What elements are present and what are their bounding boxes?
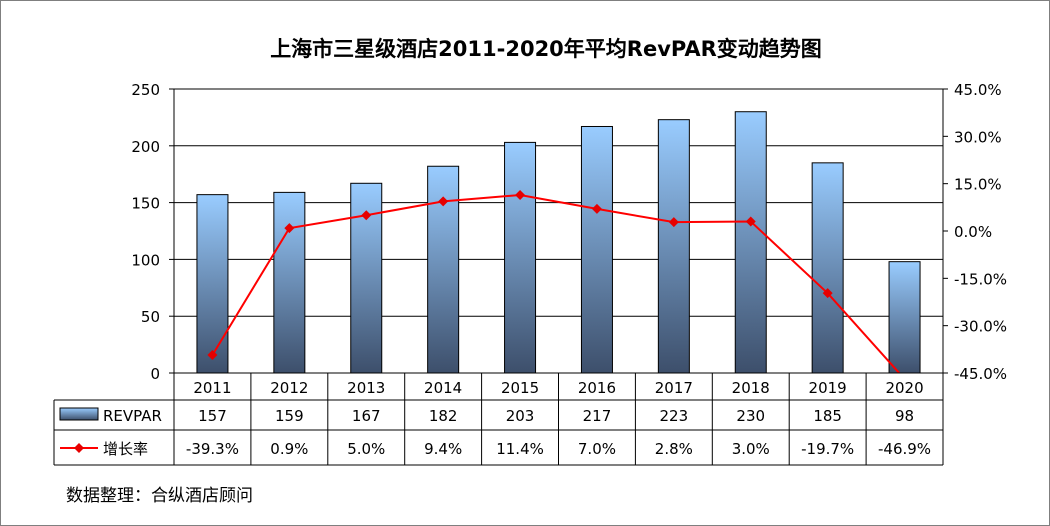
- growth-value-2015: 11.4%: [496, 440, 544, 458]
- growth-marker-2016: [591, 203, 602, 214]
- left-axis-tick-label: 100: [131, 251, 160, 269]
- x-axis-label-2012: 2012: [270, 379, 308, 397]
- revpar-value-2013: 167: [352, 407, 381, 425]
- growth-value-2019: -19.7%: [801, 440, 854, 458]
- right-axis-tick-label: 45.0%: [954, 81, 1002, 99]
- bar-2018: [734, 111, 767, 374]
- revpar-value-2020: 98: [895, 407, 914, 425]
- x-axis-label-2017: 2017: [655, 379, 693, 397]
- right-axis-tick-label: 0.0%: [954, 223, 992, 241]
- right-axis-tick-label: 30.0%: [954, 128, 1002, 146]
- growth-value-2020: -46.9%: [878, 440, 931, 458]
- right-axis-tick-label: -30.0%: [954, 318, 1007, 336]
- revpar-value-2015: 203: [506, 407, 535, 425]
- growth-value-2017: 2.8%: [655, 440, 693, 458]
- growth-marker-2018: [745, 216, 756, 227]
- left-axis-tick-label: 200: [131, 138, 160, 156]
- legend-growth-marker: [74, 443, 84, 453]
- growth-value-2018: 3.0%: [732, 440, 770, 458]
- x-axis-label-2015: 2015: [501, 379, 539, 397]
- x-axis-label-2018: 2018: [732, 379, 770, 397]
- revpar-value-2011: 157: [198, 407, 227, 425]
- chart-title: 上海市三星级酒店2011-2020年平均RevPAR变动趋势图: [270, 37, 822, 61]
- growth-marker-2019: [822, 288, 833, 299]
- revpar-value-2012: 159: [275, 407, 304, 425]
- bar-2015: [504, 141, 537, 374]
- x-axis-label-2011: 2011: [193, 379, 231, 397]
- x-axis-label-2019: 2019: [809, 379, 847, 397]
- right-axis-tick-label: 15.0%: [954, 176, 1002, 194]
- revpar-value-2017: 223: [660, 407, 689, 425]
- legend-growth-label: 增长率: [103, 440, 148, 458]
- growth-marker-2017: [668, 217, 679, 228]
- bar-2016: [580, 125, 613, 374]
- x-axis-label-2016: 2016: [578, 379, 616, 397]
- left-axis-tick-label: 0: [150, 365, 160, 383]
- source-note: 数据整理：合纵酒店顾问: [66, 486, 253, 506]
- x-axis-label-2013: 2013: [347, 379, 385, 397]
- growth-marker-2013: [361, 210, 372, 221]
- right-axis-tick-label: -45.0%: [954, 365, 1007, 383]
- legend-revpar-label: REVPAR: [103, 407, 162, 425]
- revpar-value-2014: 182: [429, 407, 458, 425]
- bar-2019: [811, 162, 844, 374]
- x-axis-label-2020: 2020: [885, 379, 923, 397]
- bar-2011: [196, 194, 229, 374]
- growth-marker-2012: [284, 223, 295, 234]
- revpar-value-2018: 230: [736, 407, 765, 425]
- legend-revpar-swatch: [59, 407, 99, 421]
- bar-2017: [657, 119, 690, 374]
- x-axis-label-2014: 2014: [424, 379, 462, 397]
- growth-line-group: [207, 190, 901, 373]
- left-axis-tick-label: 250: [131, 81, 160, 99]
- growth-marker-2014: [438, 196, 449, 207]
- revpar-value-2016: 217: [583, 407, 612, 425]
- growth-marker-2015: [515, 190, 526, 201]
- growth-line: [211, 194, 901, 373]
- growth-value-2011: -39.3%: [186, 440, 239, 458]
- growth-value-2014: 9.4%: [424, 440, 462, 458]
- left-axis-tick-label: 150: [131, 195, 160, 213]
- right-axis-tick-label: -15.0%: [954, 270, 1007, 288]
- bar-2012: [273, 191, 306, 374]
- growth-marker-2011: [207, 350, 218, 361]
- left-axis-tick-label: 50: [141, 308, 160, 326]
- growth-value-2012: 0.9%: [270, 440, 308, 458]
- growth-value-2016: 7.0%: [578, 440, 616, 458]
- revpar-value-2019: 185: [813, 407, 842, 425]
- growth-value-2013: 5.0%: [347, 440, 385, 458]
- bar-2020: [888, 261, 921, 374]
